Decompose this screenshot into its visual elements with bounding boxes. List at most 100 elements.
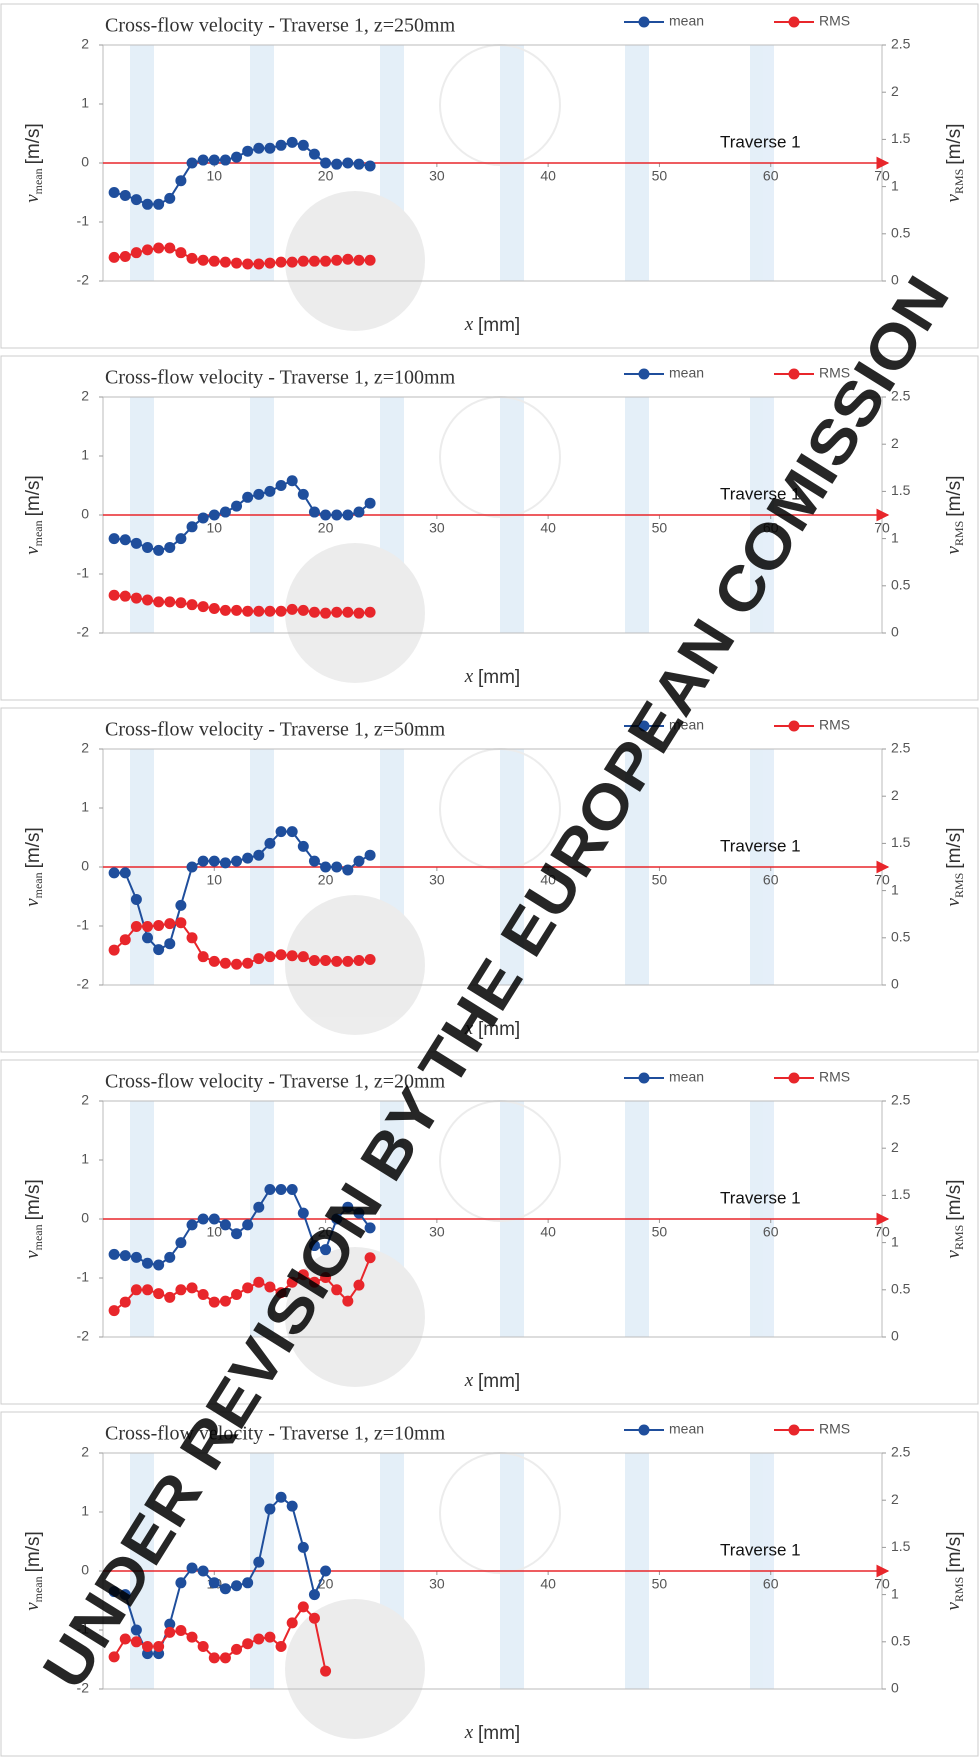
data-point: [220, 1219, 231, 1230]
data-point: [342, 864, 353, 875]
x-axis-unit: [mm]: [478, 1723, 520, 1744]
y2-axis-unit: [m/s]: [944, 1180, 965, 1221]
data-point: [342, 510, 353, 521]
y-axis-subscript: mean: [31, 1576, 45, 1602]
x-tick-label: 70: [874, 1224, 890, 1240]
data-point: [331, 607, 342, 618]
data-point: [220, 1296, 231, 1307]
data-point: [187, 1563, 198, 1574]
y-tick-label: -1: [77, 1269, 90, 1285]
legend-label: mean: [669, 1069, 704, 1085]
x-axis-label: x [mm]: [464, 314, 520, 336]
data-point: [287, 826, 298, 837]
y2-axis-subscript: RMS: [952, 521, 966, 546]
data-point: [331, 862, 342, 873]
data-point: [287, 137, 298, 148]
y2-tick-label: 1.5: [891, 130, 911, 146]
data-point: [264, 258, 275, 269]
data-point: [209, 603, 220, 614]
data-point: [198, 856, 209, 867]
y2-tick-label: 0.5: [891, 1281, 911, 1297]
data-point: [320, 1566, 331, 1577]
data-point: [131, 194, 142, 205]
y2-tick-label: 2: [891, 435, 899, 451]
y2-tick-label: 1: [891, 177, 899, 193]
y-tick-label: 1: [81, 95, 89, 111]
data-point: [287, 950, 298, 961]
y2-tick-label: 2.5: [891, 1092, 911, 1108]
data-point: [287, 1501, 298, 1512]
data-point: [187, 1632, 198, 1643]
data-point: [120, 251, 131, 262]
data-point: [175, 900, 186, 911]
data-point: [231, 1580, 242, 1591]
y2-axis-unit: [m/s]: [944, 124, 965, 165]
data-point: [353, 955, 364, 966]
legend-marker: [639, 369, 650, 380]
x-tick-label: 30: [429, 1576, 445, 1592]
y-axis-unit: [m/s]: [23, 123, 44, 164]
data-point: [198, 255, 209, 266]
data-point: [264, 486, 275, 497]
data-point: [153, 920, 164, 931]
data-point: [287, 475, 298, 486]
data-point: [198, 1289, 209, 1300]
x-tick-label: 10: [206, 1224, 222, 1240]
chart-title: Cross-flow velocity - Traverse 1, z=50mm: [105, 719, 446, 741]
data-point: [175, 917, 186, 928]
data-point: [287, 1617, 298, 1628]
data-point: [142, 199, 153, 210]
y-tick-label: -1: [77, 565, 90, 581]
legend-marker: [639, 17, 650, 28]
data-point: [209, 956, 220, 967]
y-tick-label: 2: [81, 36, 89, 52]
figure: -2-101200.511.522.510203040506070Travers…: [0, 0, 979, 1762]
x-axis-unit: [mm]: [478, 1371, 520, 1392]
data-point: [175, 1284, 186, 1295]
y-tick-label: -1: [77, 917, 90, 933]
data-point: [142, 1284, 153, 1295]
page: {"chart_data": [ {"type": "line", "title…: [0, 0, 979, 1762]
data-point: [231, 258, 242, 269]
data-point: [276, 140, 287, 151]
data-point: [365, 160, 376, 171]
data-point: [220, 1583, 231, 1594]
data-point: [231, 856, 242, 867]
legend-label: RMS: [819, 13, 850, 29]
x-tick-label: 60: [763, 872, 779, 888]
data-point: [131, 1284, 142, 1295]
data-point: [309, 149, 320, 160]
data-point: [142, 542, 153, 553]
data-point: [253, 953, 264, 964]
data-point: [331, 159, 342, 170]
x-tick-label: 20: [318, 168, 334, 184]
data-point: [320, 256, 331, 267]
y2-tick-label: 2: [891, 1139, 899, 1155]
y2-axis-subscript: RMS: [952, 169, 966, 194]
data-point: [187, 932, 198, 943]
y-axis-subscript: mean: [31, 1224, 45, 1250]
data-point: [253, 1202, 264, 1213]
chart-panel: -2-101200.511.522.510203040506070Travers…: [1, 1060, 978, 1404]
data-point: [298, 841, 309, 852]
data-point: [242, 146, 253, 157]
data-point: [242, 958, 253, 969]
data-point: [309, 856, 320, 867]
data-point: [153, 1288, 164, 1299]
data-point: [242, 1282, 253, 1293]
data-point: [164, 542, 175, 553]
data-point: [220, 257, 231, 268]
x-axis-symbol: x: [464, 1722, 474, 1743]
x-axis-symbol: x: [464, 1370, 474, 1391]
data-point: [209, 1652, 220, 1663]
data-point: [153, 199, 164, 210]
data-point: [231, 605, 242, 616]
x-tick-label: 50: [652, 872, 668, 888]
x-tick-label: 30: [429, 872, 445, 888]
x-tick-label: 60: [763, 1576, 779, 1592]
data-point: [220, 958, 231, 969]
x-tick-label: 50: [652, 1224, 668, 1240]
data-point: [231, 1644, 242, 1655]
x-tick-label: 60: [763, 168, 779, 184]
data-point: [253, 850, 264, 861]
